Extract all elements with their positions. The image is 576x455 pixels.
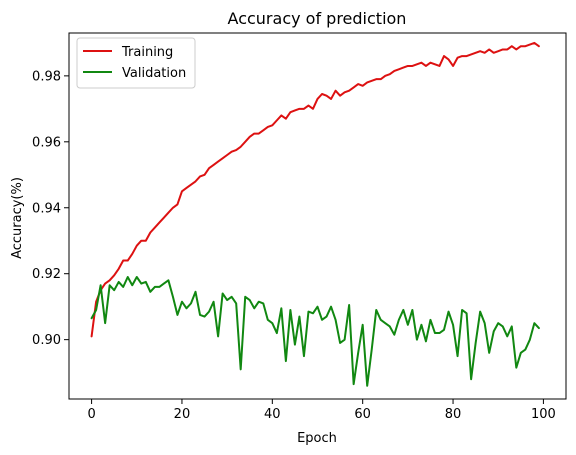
y-tick-label: 0.92: [32, 267, 61, 282]
legend-label-validation: Validation: [122, 66, 186, 81]
x-tick-label: 20: [174, 407, 191, 422]
series-line-training: [90, 41, 540, 338]
x-tick-label: 60: [354, 407, 371, 422]
y-tick-label: 0.96: [32, 135, 61, 150]
y-axis-label: Accuracy(%): [10, 177, 25, 259]
chart-title: Accuracy of prediction: [228, 9, 407, 28]
legend: Training Validation: [76, 37, 196, 89]
x-axis-label: Epoch: [297, 431, 337, 446]
plot-area: 0 20 40 60 80 100 0.90 0.92 0.94 0.96 0.98: [32, 32, 567, 422]
y-axis: 0.90 0.92 0.94 0.96 0.98: [32, 69, 69, 348]
y-tick-label: 0.94: [32, 201, 61, 216]
x-tick-label: 80: [445, 407, 462, 422]
series-layer: [90, 41, 540, 387]
y-tick-label: 0.90: [32, 333, 61, 348]
x-tick-label: 40: [264, 407, 281, 422]
plot-frame: [68, 32, 567, 400]
x-tick-label: 100: [531, 407, 556, 422]
y-tick-label: 0.98: [32, 69, 61, 84]
series-line-validation: [90, 276, 540, 387]
x-tick-label: 0: [87, 407, 95, 422]
legend-label-training: Training: [121, 45, 173, 60]
x-axis: 0 20 40 60 80 100: [87, 399, 556, 422]
